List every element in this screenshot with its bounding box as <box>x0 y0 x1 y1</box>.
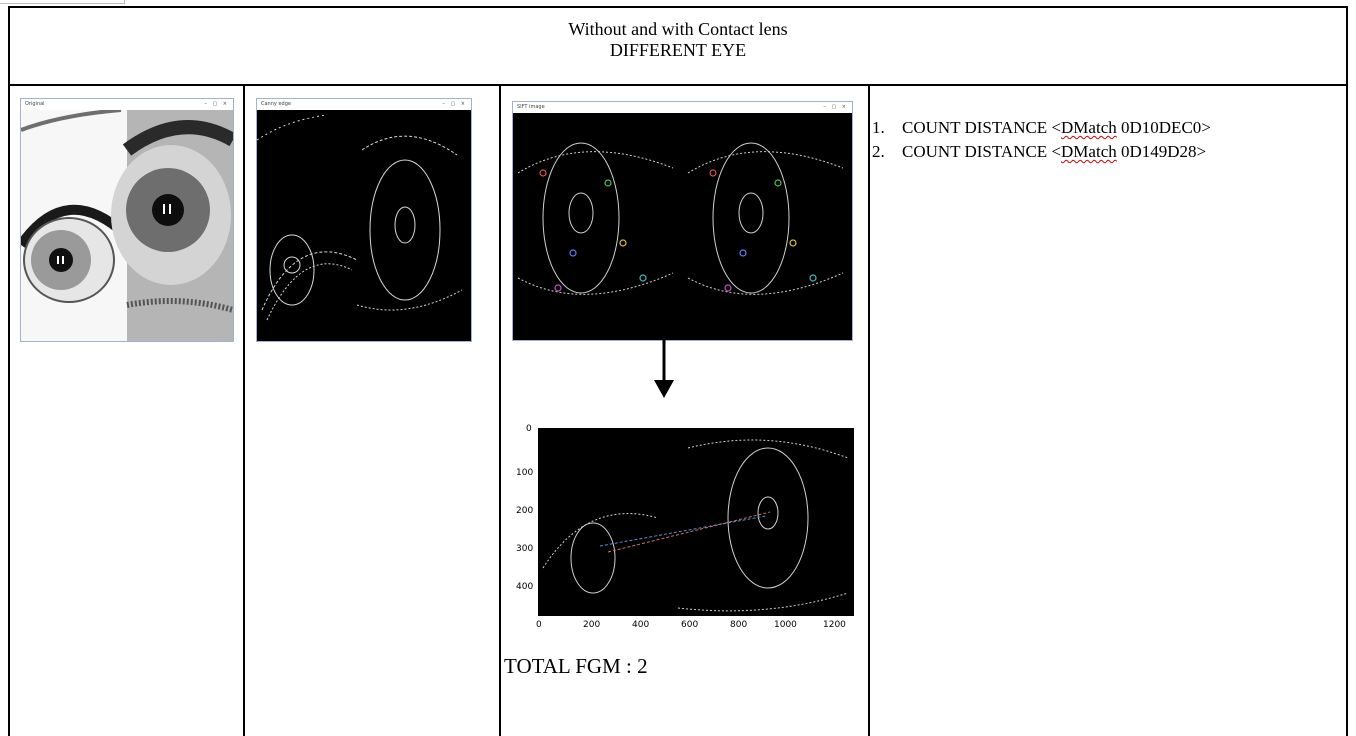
x-tick-label: 600 <box>681 620 699 630</box>
window-controls-icon: – ▢ × <box>823 104 848 110</box>
match-lines-image <box>542 439 849 612</box>
table-header: Without and with Contact lens DIFFERENT … <box>10 8 1346 86</box>
y-tick-label: 0 <box>526 424 532 434</box>
y-tick-label: 300 <box>516 544 534 554</box>
list-item: 2. COUNT DISTANCE <DMatch 0D149D28> <box>872 140 1211 164</box>
list-number: 2. <box>872 142 885 161</box>
window-title: SIFT image <box>517 104 545 110</box>
column-divider-1 <box>243 86 245 736</box>
eye-photo-pair <box>21 110 233 341</box>
column-divider-3 <box>868 86 870 736</box>
x-tick-label: 1200 <box>823 620 846 630</box>
canny-edge-image <box>257 114 463 321</box>
list-item: 1. COUNT DISTANCE <DMatch 0D10DEC0> <box>872 116 1211 140</box>
x-tick-label: 200 <box>583 620 601 630</box>
original-image-window: Original – ▢ × <box>20 98 234 342</box>
results-table: Without and with Contact lens DIFFERENT … <box>8 6 1348 736</box>
x-tick-label: 1000 <box>774 620 797 630</box>
window-controls-icon: – ▢ × <box>442 101 467 107</box>
total-fgm-label: TOTAL FGM : 2 <box>504 654 648 678</box>
y-tick-label: 100 <box>516 468 534 478</box>
list-number: 1. <box>872 118 885 137</box>
sift-keypoints-image <box>517 142 844 295</box>
x-tick-label: 800 <box>730 620 748 630</box>
header-line-2: DIFFERENT EYE <box>609 40 747 60</box>
x-tick-label: 400 <box>632 620 650 630</box>
canny-edge-window: Canny edge – ▢ × <box>256 98 472 342</box>
list-text: COUNT DISTANCE <DMatch 0D10DEC0> <box>902 118 1211 137</box>
window-title: Canny edge <box>261 101 291 107</box>
window-title: Original <box>25 101 45 107</box>
column-divider-2 <box>499 86 501 736</box>
corner-artifact <box>0 0 125 4</box>
match-distance-list: 1. COUNT DISTANCE <DMatch 0D10DEC0> 2. C… <box>872 116 1211 164</box>
header-line-1: Without and with Contact lens <box>568 19 788 39</box>
x-tick-label: 0 <box>536 620 542 630</box>
y-tick-label: 400 <box>516 582 534 592</box>
sift-image-window: SIFT image – ▢ × <box>512 101 853 341</box>
list-text: COUNT DISTANCE <DMatch 0D149D28> <box>902 142 1207 161</box>
match-plot: 0 100 200 300 400 0 200 400 600 800 1000… <box>504 420 858 640</box>
plot-image <box>538 428 854 616</box>
window-controls-icon: – ▢ × <box>204 101 229 107</box>
y-tick-label: 200 <box>516 506 534 516</box>
down-arrow-icon <box>654 340 674 398</box>
